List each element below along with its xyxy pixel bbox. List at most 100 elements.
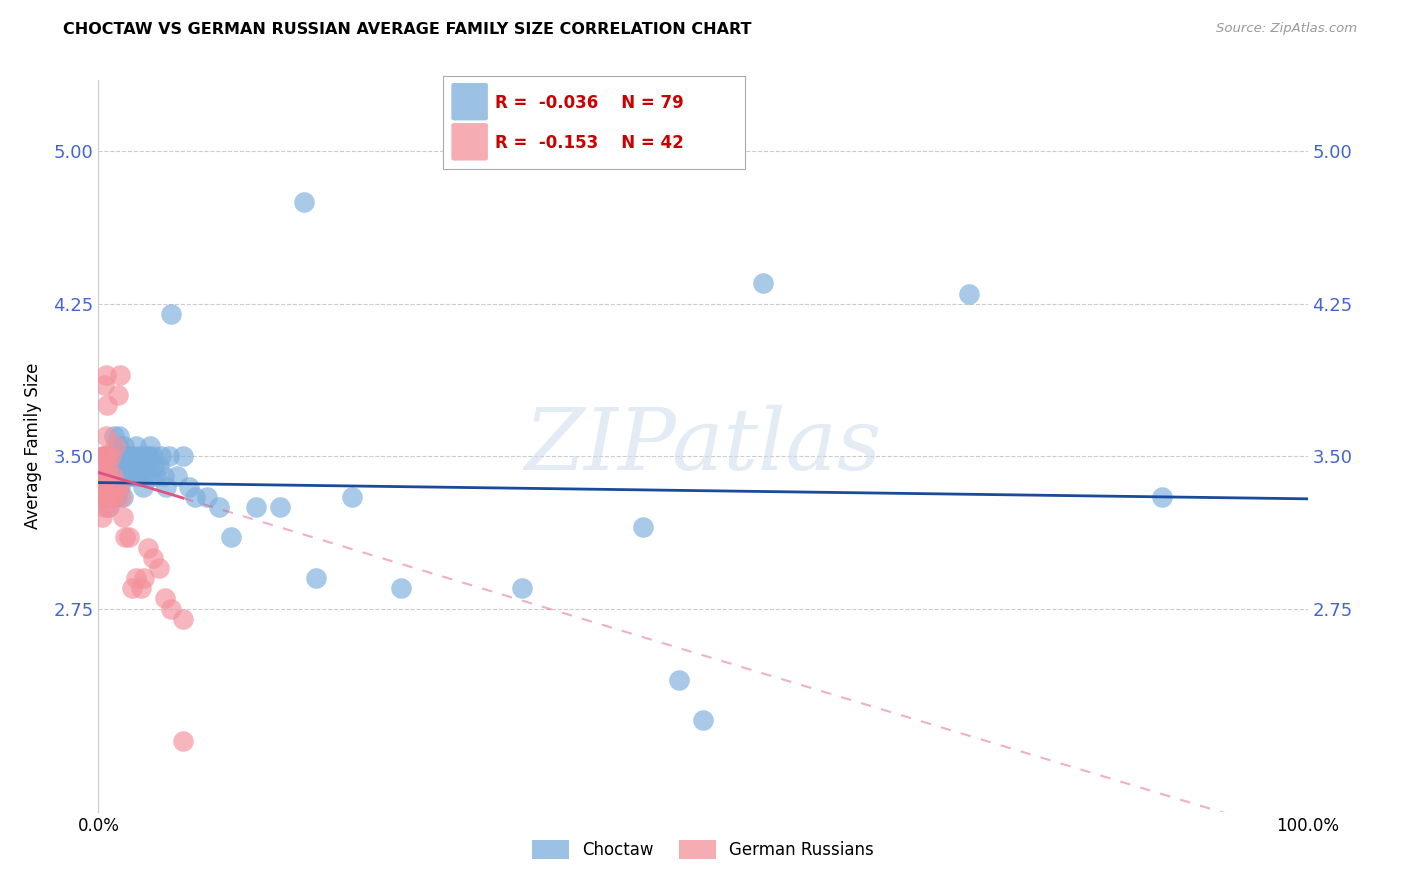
Point (152, 469, 174, 483)
Point (125, 571, 148, 585)
Point (160, 601, 183, 615)
Point (208, 500, 231, 514)
Point (108, 368, 131, 382)
Point (97, 469, 120, 483)
Point (292, 195, 315, 210)
Point (104, 480, 127, 494)
Point (94, 469, 117, 483)
Point (148, 459, 170, 474)
Point (97, 490, 120, 504)
Point (668, 673, 690, 687)
Text: R =  -0.153    N = 42: R = -0.153 N = 42 (495, 134, 683, 152)
Point (103, 429, 125, 443)
Point (269, 500, 291, 514)
Point (93, 480, 115, 494)
Point (141, 469, 163, 483)
Point (957, 286, 980, 301)
Point (98, 469, 121, 483)
Point (139, 439, 162, 453)
Point (100, 490, 122, 504)
Point (631, 520, 654, 534)
Point (129, 581, 152, 595)
Point (93, 500, 115, 514)
Point (179, 480, 201, 494)
Point (157, 449, 180, 463)
Point (111, 510, 134, 524)
Point (100, 449, 122, 463)
Point (135, 449, 157, 463)
Point (172, 449, 194, 463)
Point (342, 490, 364, 504)
Point (96, 449, 118, 463)
Point (108, 449, 131, 463)
Point (93, 469, 115, 483)
Point (98, 480, 121, 494)
Point (120, 469, 142, 483)
Point (105, 490, 128, 504)
Point (100, 480, 122, 494)
Point (305, 571, 328, 585)
Point (108, 480, 131, 494)
Point (142, 550, 165, 565)
Point (128, 469, 150, 483)
Point (97, 500, 120, 514)
Point (101, 469, 124, 483)
Point (105, 469, 128, 483)
Text: ZIPatlas: ZIPatlas (524, 405, 882, 487)
Point (90, 469, 112, 483)
Point (160, 307, 183, 321)
Point (752, 277, 775, 291)
Point (124, 459, 146, 474)
Point (143, 459, 166, 474)
Point (114, 449, 136, 463)
Point (111, 459, 134, 474)
Point (125, 439, 148, 453)
Point (153, 591, 176, 606)
Point (117, 459, 139, 474)
Point (91, 490, 114, 504)
Point (98, 490, 121, 504)
Point (166, 469, 188, 483)
Point (100, 449, 122, 463)
Point (121, 449, 143, 463)
Point (93, 449, 115, 463)
Point (98, 500, 121, 514)
Point (107, 388, 129, 402)
Point (110, 490, 132, 504)
Point (129, 459, 152, 474)
Point (172, 733, 194, 747)
Point (100, 469, 122, 483)
Point (112, 439, 135, 453)
Point (115, 469, 138, 483)
Y-axis label: Average Family Size: Average Family Size (24, 363, 42, 529)
Point (108, 459, 131, 474)
Point (1152, 490, 1174, 504)
Point (96, 490, 118, 504)
Point (91, 480, 114, 494)
Point (138, 449, 160, 463)
Point (111, 490, 134, 504)
Point (150, 449, 173, 463)
Point (245, 500, 267, 514)
Point (136, 459, 159, 474)
Legend: Choctaw, German Russians: Choctaw, German Russians (526, 833, 880, 865)
Point (121, 581, 143, 595)
Point (108, 480, 131, 494)
Point (107, 449, 129, 463)
Point (91, 510, 114, 524)
Point (136, 541, 159, 555)
Point (94, 368, 117, 382)
Point (105, 480, 128, 494)
Point (184, 490, 207, 504)
Point (118, 449, 141, 463)
Point (93, 490, 115, 504)
Point (108, 429, 131, 443)
Point (148, 561, 170, 575)
Point (96, 398, 118, 412)
Point (91, 469, 114, 483)
Point (101, 490, 124, 504)
Point (118, 530, 141, 544)
Point (131, 449, 153, 463)
Point (127, 469, 149, 483)
Point (94, 429, 117, 443)
